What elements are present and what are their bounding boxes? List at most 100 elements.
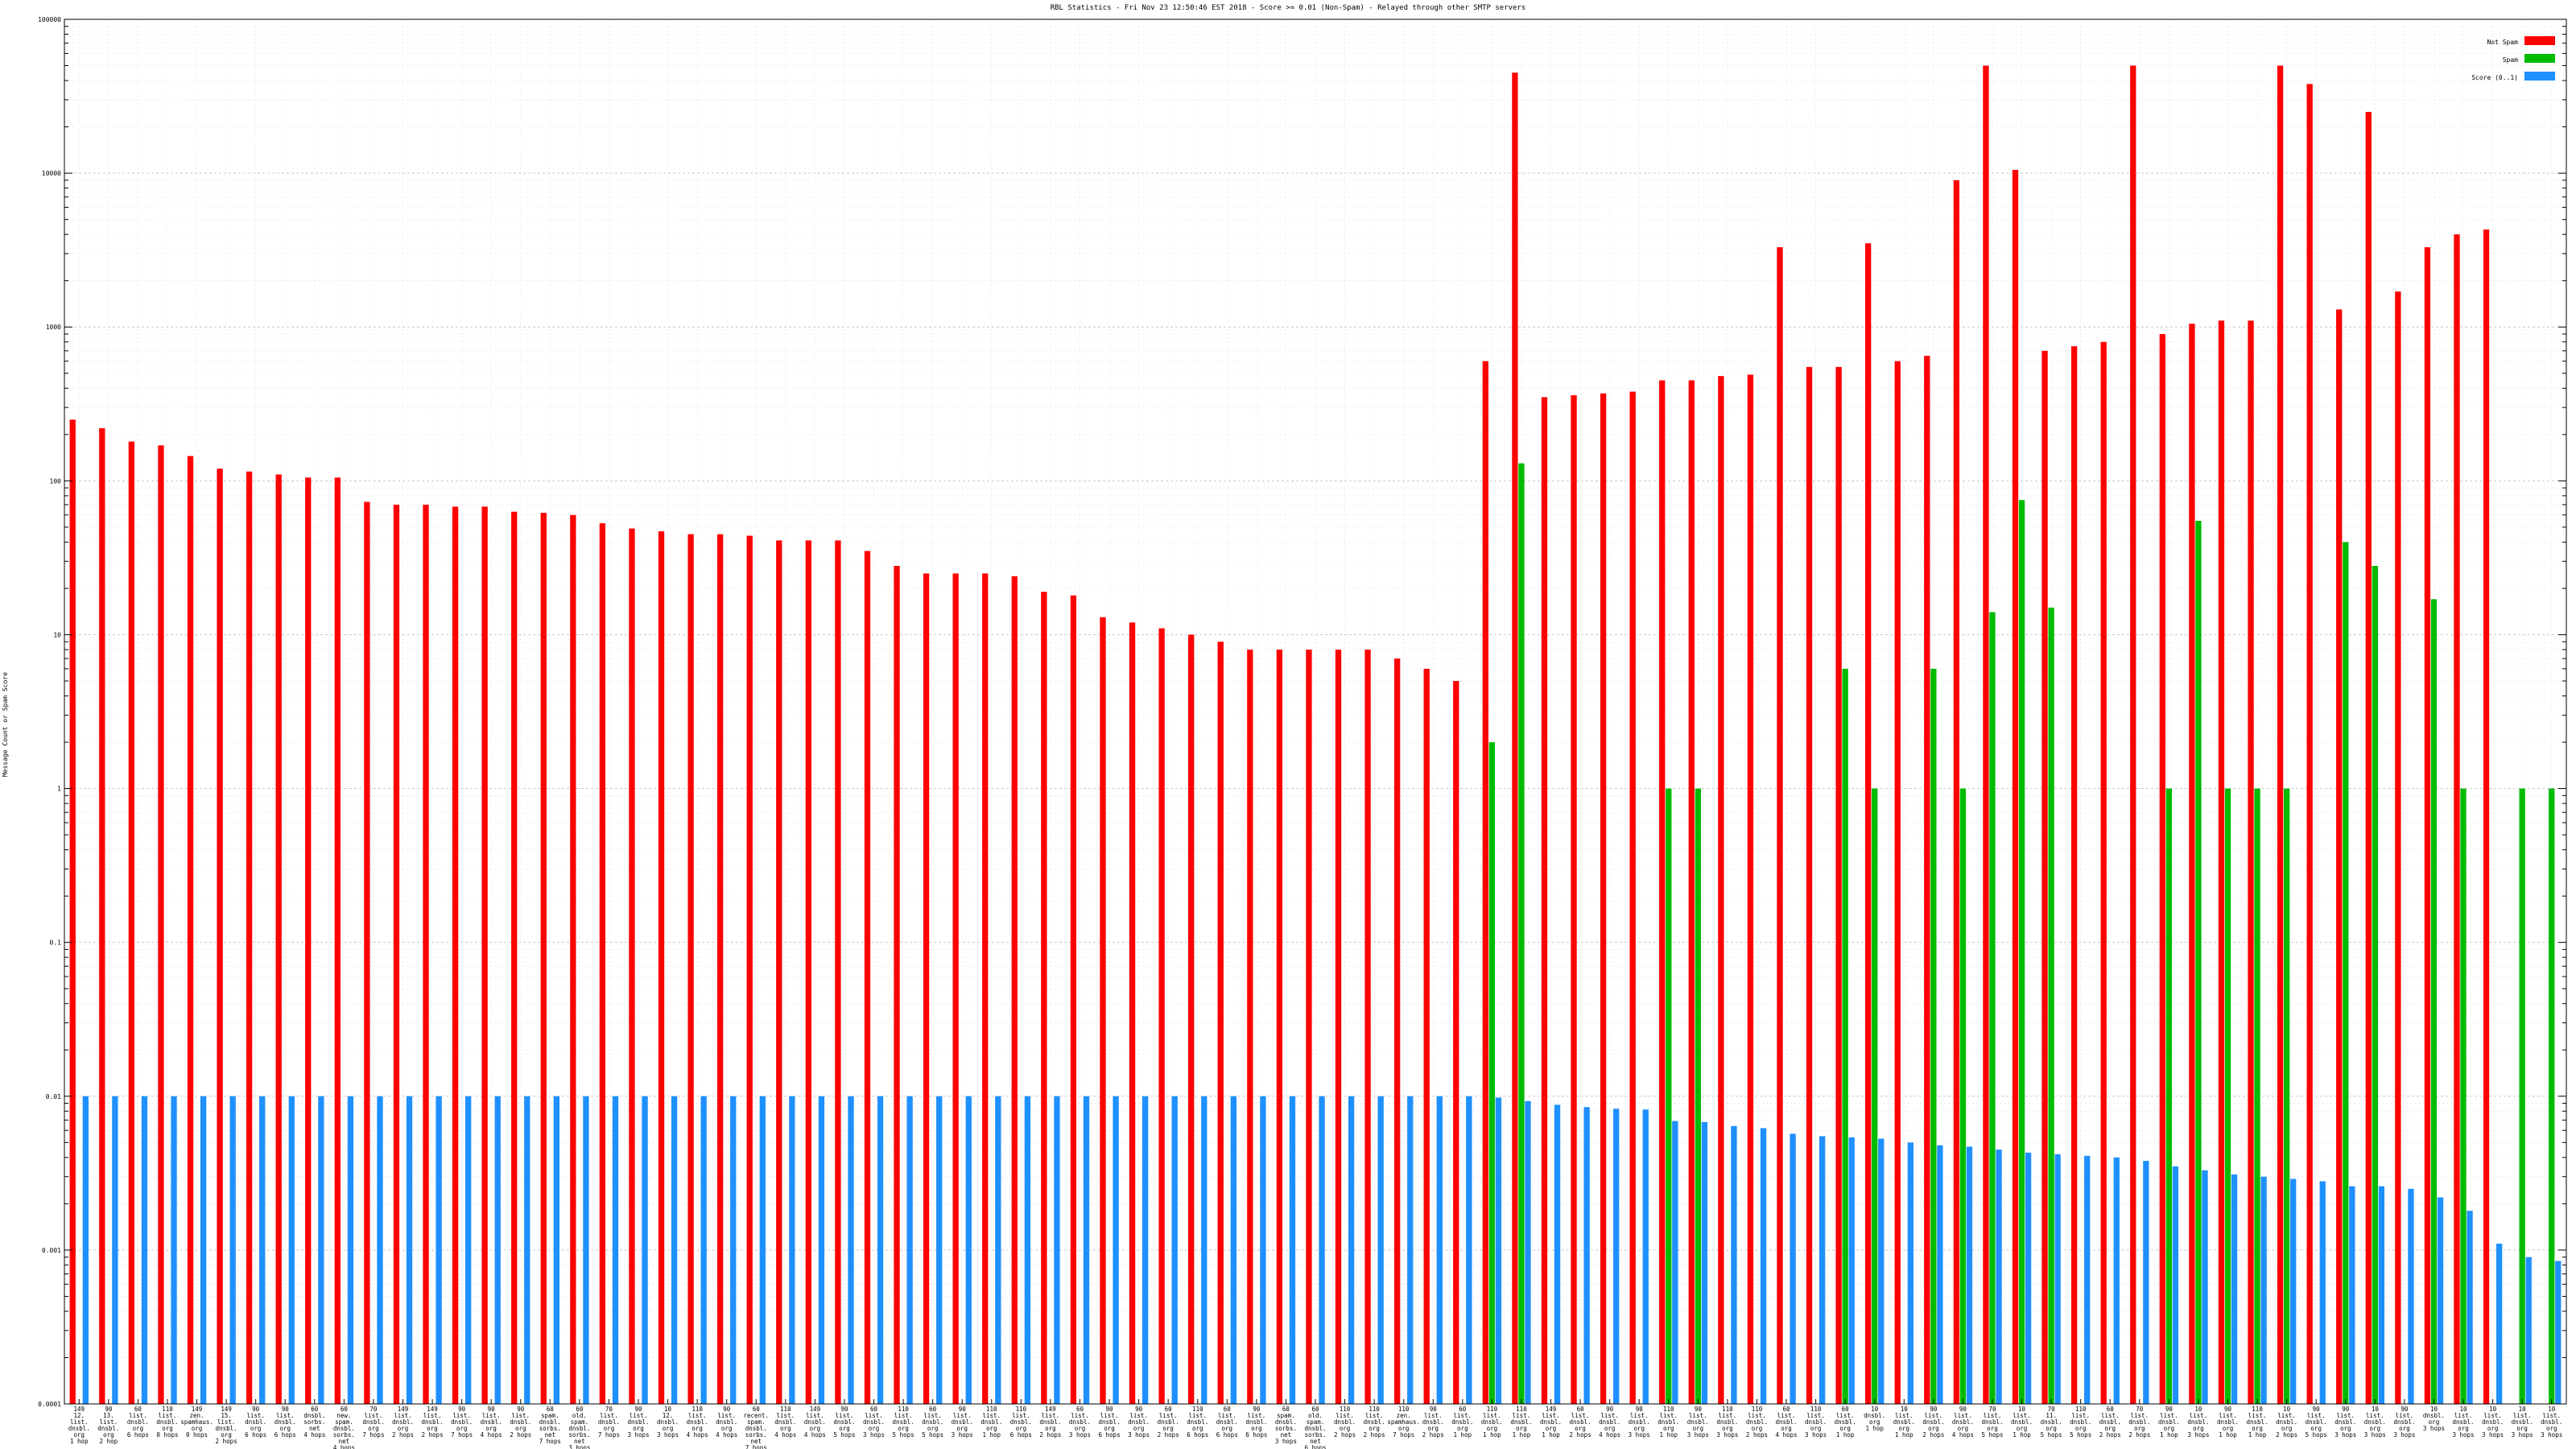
x-tick-label-line: list. [2071, 1412, 2090, 1419]
bar-not-spam [658, 530, 665, 1405]
x-tick-label-line: 10 [2460, 1406, 2468, 1413]
x-tick-label: 60 old. spam. dnsbl. sorbs. net 3 hops [568, 1406, 590, 1449]
x-tick-label-line: 1 hop [982, 1431, 1001, 1439]
bar-not-spam [835, 540, 841, 1404]
x-tick-label-line: 60 [341, 1406, 349, 1413]
x-tick-label-line: 1 hop [2248, 1431, 2267, 1439]
x-tick-label: 60 spam. dnsbl. sorbs. net 3 hops [1275, 1406, 1297, 1445]
bar-score-0-1- [2349, 1186, 2355, 1404]
x-tick-label-line: dnsbl. [980, 1418, 1002, 1426]
x-tick-label-line: list. [777, 1412, 795, 1419]
y-tick-labels: 100000 10000 1000 100 10 1 0.1 0.01 0.001 0.0001 [38, 16, 61, 1408]
bar-not-spam [776, 540, 782, 1404]
x-tick-label-line: 90 [1959, 1406, 1967, 1413]
x-tick-label-line: dnsbl. [1922, 1418, 1944, 1426]
x-tick-label-line: org [1075, 1425, 1086, 1432]
x-tick-label-line: dnsbl. [1570, 1418, 1591, 1426]
x-tick-label-line: org [1104, 1425, 1115, 1432]
x-tick-label: 60 spam. dnsbl. sorbs. net 7 hops [539, 1406, 561, 1445]
x-tick-label-line: spam. [1277, 1412, 1295, 1419]
x-tick-label-line: dnsbl. [392, 1418, 414, 1426]
bar-spam [2018, 500, 2025, 1405]
x-tick-label-line: net [1281, 1431, 1292, 1439]
x-tick-label-line: 60 [1577, 1406, 1585, 1413]
x-tick-label-line: org [1045, 1425, 1056, 1432]
x-tick-label-line: 3 hops [657, 1431, 679, 1439]
x-tick-label: 60 list. dnsbl. org 6 hops [1216, 1406, 1238, 1439]
x-tick-label-line: org [1516, 1425, 1527, 1432]
bar-score-0-1- [2172, 1166, 2179, 1404]
x-tick-label-line: 110 [1398, 1406, 1410, 1413]
x-tick-label-line: 7 hops [539, 1438, 561, 1445]
x-tick-label-line: list. [1218, 1412, 1236, 1419]
x-tick-label-line: 12. [663, 1412, 674, 1419]
x-tick-label-line: dnsbl. [1099, 1418, 1121, 1426]
x-tick-label-line: list. [1836, 1412, 1855, 1419]
bar-score-0-1- [818, 1096, 825, 1404]
x-tick-label-line: list. [2013, 1412, 2031, 1419]
x-tick-label-line: dnsbl. [1540, 1418, 1562, 1426]
x-tick-label-line: dnsbl. [1158, 1418, 1179, 1426]
x-tick-label-line: 110 [986, 1406, 997, 1413]
bar-not-spam [599, 523, 606, 1404]
x-tick-label-line: 2 hops [1422, 1431, 1444, 1439]
bar-spam [2549, 788, 2555, 1404]
x-tick-label: 60 list. dnsbl. org 2 hops [1158, 1406, 1179, 1439]
x-tick-label-line: 10 [2283, 1406, 2291, 1413]
y-tick-label: 0.0001 [38, 1401, 61, 1408]
x-tick-label-line: 3 hops [1687, 1431, 1709, 1439]
x-tick-label-line: net [574, 1438, 585, 1445]
bar-score-0-1- [1790, 1133, 1796, 1404]
x-tick-label-line: 90 [252, 1406, 260, 1413]
x-tick-label-line: 60 [870, 1406, 878, 1413]
bar-not-spam [2130, 65, 2136, 1405]
x-tick-label: 149 list. dnsbl. org 2 hops [1039, 1406, 1061, 1439]
bars-group [69, 65, 2562, 1405]
bar-score-0-1- [171, 1096, 177, 1404]
bar-score-0-1- [2054, 1154, 2061, 1404]
x-tick-label-line: 2 hops [1922, 1431, 1944, 1439]
x-tick-label-line: org [221, 1431, 232, 1439]
x-tick-label-line: net [750, 1438, 762, 1445]
x-tick-label-line: dnsbl. [68, 1425, 90, 1432]
x-tick-label-line: org [1958, 1425, 1969, 1432]
x-tick-label-line: dnsbl. [833, 1418, 855, 1426]
x-tick-label-line: org [1162, 1425, 1174, 1432]
x-tick-label-line: 6 hops [1304, 1444, 1326, 1449]
x-tick-label-line: org [1693, 1425, 1704, 1432]
x-tick-label-line: 1 hop [1542, 1431, 1560, 1439]
x-tick-label-line: 90 [2342, 1406, 2350, 1413]
x-tick-label-line: dnsbl. [2393, 1418, 2415, 1426]
x-tick-label-line: 1 hop [1659, 1431, 1678, 1439]
y-tick-label: 0.1 [50, 939, 62, 947]
x-tick-label-line: 5 hops [2070, 1431, 2091, 1439]
x-tick-label-line: dnsbl. [1334, 1418, 1356, 1426]
x-tick-label-line: 5 hops [2041, 1431, 2062, 1439]
x-tick-label-line: dnsbl. [1805, 1418, 1827, 1426]
x-tick-label-line: 5 hops [893, 1431, 914, 1439]
x-tick-label-line: 110 [898, 1406, 909, 1413]
bar-spam [1695, 788, 1701, 1404]
x-tick-label: 149 list. dnsbl. org 2 hops [392, 1406, 414, 1439]
bar-not-spam [1011, 576, 1018, 1404]
x-tick-label-line: list. [1542, 1412, 1560, 1419]
x-tick-label-line: sorbs. [1275, 1425, 1297, 1432]
bar-not-spam [2012, 170, 2019, 1404]
bar-score-0-1- [877, 1096, 884, 1404]
x-tick-label-line: list. [1012, 1412, 1030, 1419]
y-tick-label: 0.01 [46, 1093, 61, 1100]
bar-not-spam [1100, 617, 1106, 1404]
x-tick-label: 149 zen. spamhaus. org 0 hops [180, 1406, 213, 1439]
x-tick-label-line: org [2310, 1425, 2322, 1432]
bar-score-0-1- [2437, 1197, 2444, 1404]
x-tick-label-line: sorbs. [745, 1431, 767, 1439]
bar-spam [2254, 788, 2260, 1404]
x-tick-label-line: zen. [1397, 1412, 1411, 1419]
bar-score-0-1- [1083, 1096, 1090, 1404]
x-tick-label-line: 110 [2075, 1406, 2087, 1413]
bar-not-spam [2218, 320, 2225, 1404]
x-tick-label-line: list. [452, 1412, 471, 1419]
x-tick-label-line: dnsbl. [687, 1418, 708, 1426]
bar-not-spam [217, 469, 223, 1404]
